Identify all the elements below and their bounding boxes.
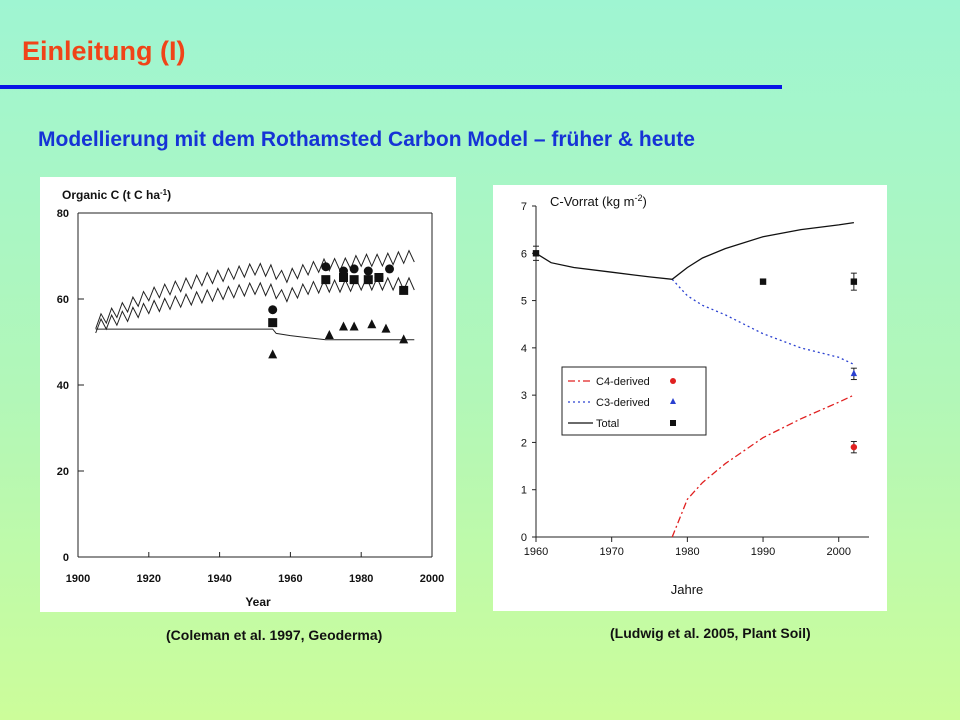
left-square-point [374,273,384,282]
right-ylabel: C-Vorrat (kg m-2) [550,193,647,209]
left-triangle-point [367,319,377,329]
title-underline [0,85,782,89]
right-model-line-c4-derived [671,394,855,538]
left-circle-point [363,266,373,276]
right-c3-derived-obs-point [850,369,858,377]
left-circle-point [268,305,278,315]
slide-subtitle: Modellierung mit dem Rothamsted Carbon M… [38,128,695,151]
right-ytick-label: 2 [521,437,527,449]
right-xtick-label: 1960 [524,546,548,558]
right-legend-label: C3-derived [596,397,650,409]
left-model-line-1 [95,276,415,334]
right-ytick-label: 6 [521,248,527,260]
right-chart-panel: C-Vorrat (kg m-2) Jahre 0 1 2 3 4 5 6 7 1960 1970… [493,185,887,611]
left-model-line-2 [95,328,415,341]
right-model-line-c3-derived [671,278,855,365]
left-triangle-point [399,334,409,344]
citation-right: (Ludwig et al. 2005, Plant Soil) [610,625,811,641]
right-total-obs-point [759,278,767,285]
left-triangle-point [339,321,348,331]
left-ytick-label: 80 [57,208,69,220]
left-ytick-label: 40 [57,380,69,392]
citation-left: (Coleman et al. 1997, Geoderma) [166,627,383,643]
right-legend-box [561,366,707,436]
left-triangle-point [324,330,334,340]
right-ytick-label: 5 [521,296,527,308]
right-c4-derived-obs-point [850,443,858,451]
left-square-point [268,318,278,328]
left-ylabel: Organic C (t C ha-1) [62,188,171,203]
right-xtick-label: 2000 [826,546,850,558]
left-circle-point [349,264,359,274]
left-xtick-label: 1940 [207,573,231,585]
left-square-point [321,275,331,285]
left-square-point [349,275,359,285]
right-ytick-label: 0 [521,532,527,544]
right-xlabel: Jahre [671,582,704,597]
right-legend-marker [670,398,676,404]
right-ytick-label: 7 [521,201,527,213]
right-legend-marker [670,420,676,426]
slide-title: Einleitung (I) [22,36,186,66]
left-ytick-label: 20 [57,466,69,478]
right-ytick-label: 4 [521,343,527,355]
left-circle-point [385,264,395,274]
left-xtick-label: 1920 [137,573,161,585]
right-total-obs-point [850,278,858,285]
left-xtick-label: 1960 [278,573,302,585]
left-xtick-label: 1900 [66,573,90,585]
left-chart-panel: Organic C (t C ha-1) Year 0 20 40 60 80 1900 1… [40,177,456,612]
left-square-point [339,273,348,282]
left-triangle-point [268,349,278,359]
left-square-point [399,285,409,295]
right-total-obs-point [532,250,540,257]
left-xtick-label: 2000 [420,573,444,585]
left-triangle-point [381,323,391,333]
right-xtick-label: 1990 [751,546,775,558]
organic-c-chart: Organic C (t C ha-1) Year 0 20 40 60 80 1900 1… [57,188,444,610]
left-ytick-label: 60 [57,294,69,306]
right-xtick-label: 1970 [599,546,623,558]
right-legend-label: C4-derived [596,376,650,388]
left-square-point [363,275,373,285]
c-vorrat-chart: C-Vorrat (kg m-2) Jahre 0 1 2 3 4 5 6 7 1960 1970… [521,193,869,597]
right-legend-marker [670,378,676,384]
left-triangle-point [349,321,359,331]
left-model-line-0 [95,249,415,329]
right-ytick-label: 1 [521,485,527,497]
right-model-line-total [535,221,854,280]
left-xtick-label: 1980 [349,573,373,585]
right-ytick-label: 3 [521,390,527,402]
left-xlabel: Year [245,595,271,609]
left-circle-point [321,262,331,272]
right-xtick-label: 1980 [675,546,699,558]
left-ytick-label: 0 [63,552,69,564]
right-legend-label: Total [596,418,619,430]
